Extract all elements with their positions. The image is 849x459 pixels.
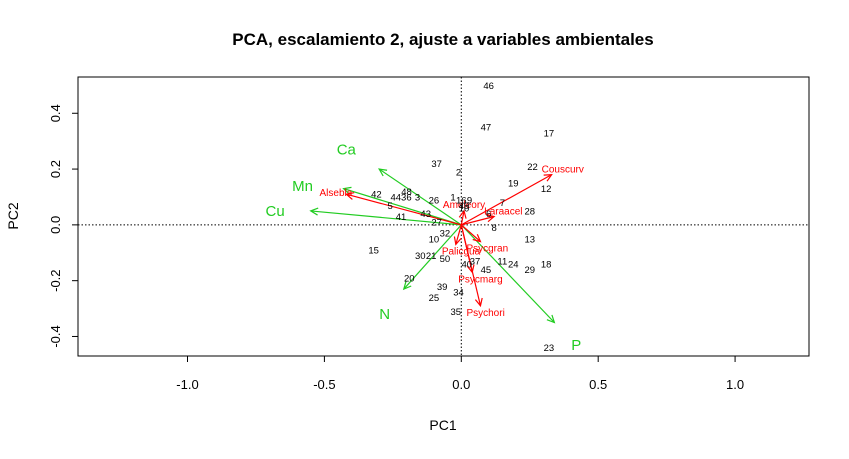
- site-label: 37: [431, 159, 442, 170]
- x-tick-label: -0.5: [313, 377, 335, 392]
- site-label: 22: [527, 162, 538, 173]
- site-label: 6: [486, 209, 491, 220]
- site-label: 4436: [390, 192, 411, 203]
- x-axis-title: PC1: [429, 417, 456, 433]
- site-label: 19: [508, 179, 519, 190]
- site-label: 20: [404, 273, 415, 284]
- site-label: 34: [453, 287, 464, 298]
- site-label: 11: [497, 257, 507, 268]
- site-label: 13: [524, 234, 535, 245]
- species-vector-shaft: [461, 174, 552, 226]
- species-label: Psychori: [466, 308, 504, 319]
- env-vector-label: Cu: [266, 203, 285, 220]
- plot-frame: [77, 76, 810, 357]
- species-vector-head: [344, 192, 355, 200]
- y-axis-title: PC2: [5, 202, 21, 229]
- site-label: 35: [451, 307, 462, 318]
- species-vector-head: [458, 209, 467, 219]
- env-vector-shaft: [310, 210, 462, 226]
- env-vector-label: Ca: [337, 142, 357, 159]
- site-label: 8: [492, 223, 497, 234]
- env-vector-shaft: [403, 224, 462, 290]
- site-label: 26: [429, 195, 440, 206]
- site-label: 41: [396, 212, 407, 223]
- site-label: 32: [440, 229, 451, 240]
- site-label: 42: [371, 190, 382, 201]
- species-label: Alsebla: [319, 188, 352, 199]
- env-vector-shaft: [343, 188, 462, 226]
- species-label: Psycgran: [466, 244, 508, 255]
- y-tick-label: 0.0: [48, 216, 63, 234]
- species-label: Couscurv: [542, 165, 584, 176]
- site-label: 9: [467, 195, 472, 206]
- env-vector-head: [342, 186, 352, 195]
- site-label: 2: [456, 167, 461, 178]
- site-label: 47: [481, 123, 492, 134]
- site-label: 5: [387, 201, 392, 212]
- species-vector-head: [486, 214, 496, 223]
- x-tick-label: 0.0: [452, 377, 470, 392]
- site-label: 24: [508, 259, 519, 270]
- y-tick-label: 0.4: [48, 104, 63, 122]
- species-vector-shaft: [346, 193, 462, 226]
- site-label: 16: [456, 195, 467, 206]
- env-vector-head: [378, 168, 388, 177]
- env-vector-head: [546, 314, 556, 324]
- site-label: 49: [459, 201, 470, 212]
- species-vector-shaft: [461, 215, 495, 226]
- site-label: 43: [420, 209, 431, 220]
- species-label: Laraacel: [484, 207, 522, 218]
- species-vector-shaft: [455, 224, 462, 245]
- site-label: 12: [541, 184, 552, 195]
- site-label: 10: [429, 234, 440, 245]
- species-vector-head: [453, 236, 462, 246]
- env-vector-head: [309, 207, 319, 216]
- site-label: 3: [415, 192, 420, 203]
- site-label: 28: [524, 206, 535, 217]
- site-label: 23: [544, 343, 555, 354]
- site-label: 27: [431, 218, 442, 229]
- site-label: 29: [524, 265, 535, 276]
- y-tick-label: -0.4: [48, 325, 63, 347]
- site-label: 45: [481, 265, 492, 276]
- site-label: 30: [415, 251, 426, 262]
- site-label: 7: [500, 198, 505, 209]
- site-label: 1: [450, 192, 455, 203]
- y-tick-label: -0.2: [48, 269, 63, 291]
- site-label: 15: [368, 245, 379, 256]
- species-vector-head: [543, 173, 553, 182]
- site-label: 21: [426, 251, 437, 262]
- site-label: 50: [440, 254, 451, 265]
- env-vector-shaft: [378, 168, 462, 226]
- site-label: 17: [544, 128, 555, 139]
- x-tick-label: 0.5: [589, 377, 607, 392]
- site-label: 37: [470, 257, 481, 268]
- species-vector-head: [474, 297, 483, 308]
- site-label: 25: [429, 293, 440, 304]
- env-vector-head: [402, 281, 412, 291]
- env-vector-label: N: [379, 306, 390, 323]
- site-label: 18: [541, 259, 552, 270]
- species-label: Palicgua: [442, 246, 481, 257]
- y-tick-label: 0.2: [48, 160, 63, 178]
- env-vector-label: P: [571, 337, 581, 354]
- chart-title: PCA, escalamiento 2, ajuste a variables …: [232, 30, 653, 49]
- species-vector-head: [466, 264, 475, 274]
- site-label: 10: [459, 204, 470, 215]
- site-label: 39: [437, 282, 448, 293]
- species-vector-shaft: [460, 224, 481, 243]
- env-vector-label: Mn: [292, 178, 313, 195]
- site-label: 48: [401, 187, 412, 198]
- species-vector-head: [472, 234, 482, 243]
- x-tick-label: 1.0: [726, 377, 744, 392]
- species-vector-shaft: [460, 224, 473, 273]
- species-label: Psycmarg: [458, 274, 502, 285]
- species-label: Ameleory: [443, 200, 485, 211]
- site-label: 40: [461, 259, 472, 270]
- site-label: 46: [483, 81, 494, 92]
- species-vector-shaft: [460, 210, 465, 225]
- x-tick-label: -1.0: [176, 377, 198, 392]
